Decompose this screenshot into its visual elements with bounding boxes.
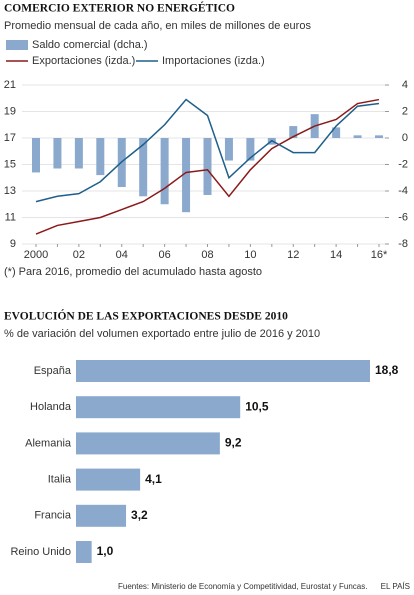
category-label: Italia [48, 474, 72, 486]
bar [139, 138, 148, 197]
y-tick-label: 15 [4, 158, 16, 170]
category-label: España [34, 365, 72, 377]
bar [76, 432, 220, 455]
y2-tick-label: -8 [398, 238, 408, 250]
bar [246, 138, 255, 161]
category-label: Reino Unido [10, 546, 71, 558]
legend-label: Exportaciones (izda.) [32, 55, 135, 67]
chart-subtitle: Promedio mensual de cada año, en miles d… [4, 20, 311, 32]
category-label: Holanda [30, 401, 72, 413]
bar [76, 396, 241, 419]
bar [375, 135, 383, 138]
y2-tick-label: -2 [398, 158, 408, 170]
x-tick-label: 02 [73, 249, 85, 261]
line [35, 98, 380, 235]
x-tick-label: 04 [116, 249, 128, 261]
chart-title: EVOLUCIÓN DE LAS EXPORTACIONES DESDE 201… [4, 309, 288, 323]
category-label: Alemania [25, 437, 72, 449]
bar [53, 138, 62, 169]
value-label: 10,5 [245, 399, 269, 413]
x-tick-label: 10 [244, 249, 256, 261]
bar [76, 360, 370, 382]
value-label: 1,0 [97, 544, 114, 558]
bar [182, 138, 191, 213]
y2-tick-label: -6 [398, 211, 408, 223]
bar [76, 541, 92, 563]
bar [203, 138, 212, 195]
line [35, 98, 380, 203]
y2-tick-label: 2 [402, 105, 408, 117]
y-tick-label: 17 [4, 132, 16, 144]
legend-label: Saldo comercial (dcha.) [32, 39, 148, 51]
note: (*) Para 2016, promedio del acumulado ha… [4, 266, 262, 278]
value-label: 9,2 [225, 436, 242, 450]
bar [353, 135, 362, 138]
bar [96, 138, 105, 176]
value-label: 18,8 [375, 363, 399, 377]
bar [32, 138, 40, 173]
y-tick-label: 13 [4, 185, 16, 197]
x-tick-label: 14 [330, 249, 342, 261]
bar [74, 138, 83, 169]
category-label: Francia [34, 510, 72, 522]
bar [289, 126, 298, 138]
bar [160, 138, 169, 205]
bar [332, 127, 341, 138]
chart-title: COMERCIO EXTERIOR NO ENERGÉTICO [4, 1, 235, 15]
bar [76, 504, 127, 527]
value-label: 3,2 [131, 508, 148, 522]
bar [224, 138, 233, 161]
y-tick-label: 19 [4, 105, 16, 117]
value-label: 4,1 [145, 472, 162, 486]
y-tick-label: 21 [4, 79, 16, 91]
y-tick-label: 9 [10, 238, 16, 250]
x-tick-label: 12 [287, 249, 299, 261]
bar [76, 468, 141, 491]
y-tick-label: 11 [5, 211, 16, 223]
legend-swatch [6, 40, 28, 50]
source: Fuentes: Ministerio de Economía y Compet… [118, 582, 367, 591]
chart-subtitle: % de variación del volumen exportado ent… [4, 328, 320, 340]
y2-tick-label: -4 [398, 185, 408, 197]
y2-tick-label: 0 [402, 132, 408, 144]
credit: EL PAÍS [381, 582, 410, 591]
x-tick-label: 16* [371, 249, 388, 261]
legend-label: Importaciones (izda.) [162, 55, 265, 67]
x-tick-label: 08 [201, 249, 213, 261]
x-tick-label: 06 [159, 249, 171, 261]
y2-tick-label: 4 [402, 79, 408, 91]
x-tick-label: 2000 [24, 249, 48, 261]
